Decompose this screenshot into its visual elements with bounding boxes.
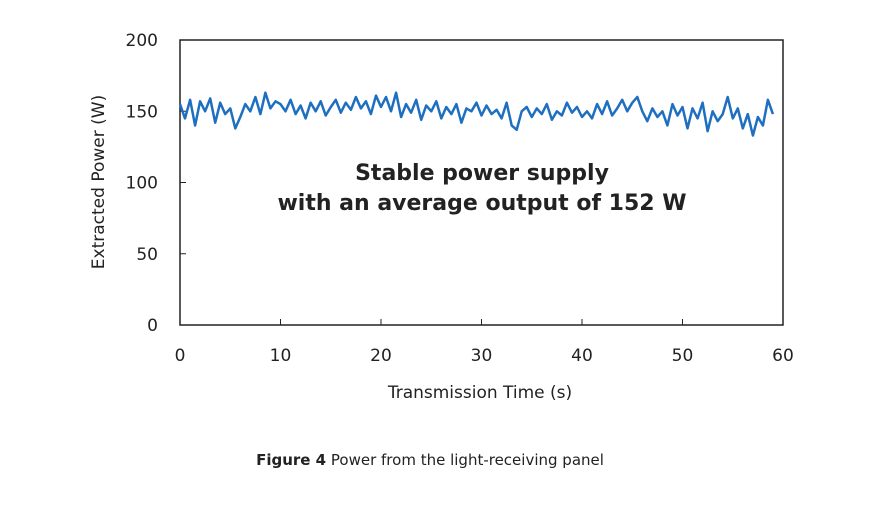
x-tick-label: 0 (175, 346, 186, 366)
x-tick-label: 50 (672, 346, 694, 366)
y-tick-label: 200 (126, 31, 158, 51)
y-tick-label: 50 (136, 245, 158, 265)
y-tick-label: 100 (126, 174, 158, 194)
x-tick-label: 60 (772, 346, 794, 366)
x-axis-label: Transmission Time (s) (387, 383, 572, 403)
annotation: with an average output of 152 W (277, 191, 686, 216)
data-line (178, 91, 775, 137)
y-axis-label: Extracted Power (W) (89, 95, 109, 269)
caption-text: Power from the light-receiving panel (331, 451, 604, 469)
annotation: Stable power supply (355, 161, 609, 186)
x-tick-label: 10 (270, 346, 292, 366)
x-tick-label: 20 (370, 346, 392, 366)
y-tick-label: 150 (126, 102, 158, 122)
x-tick-label: 30 (471, 346, 493, 366)
x-tick-label: 40 (571, 346, 593, 366)
y-tick-label: 0 (147, 316, 158, 336)
caption: Figure 4 Power from the light-receiving … (256, 451, 604, 469)
caption-label: Figure 4 (256, 451, 326, 469)
